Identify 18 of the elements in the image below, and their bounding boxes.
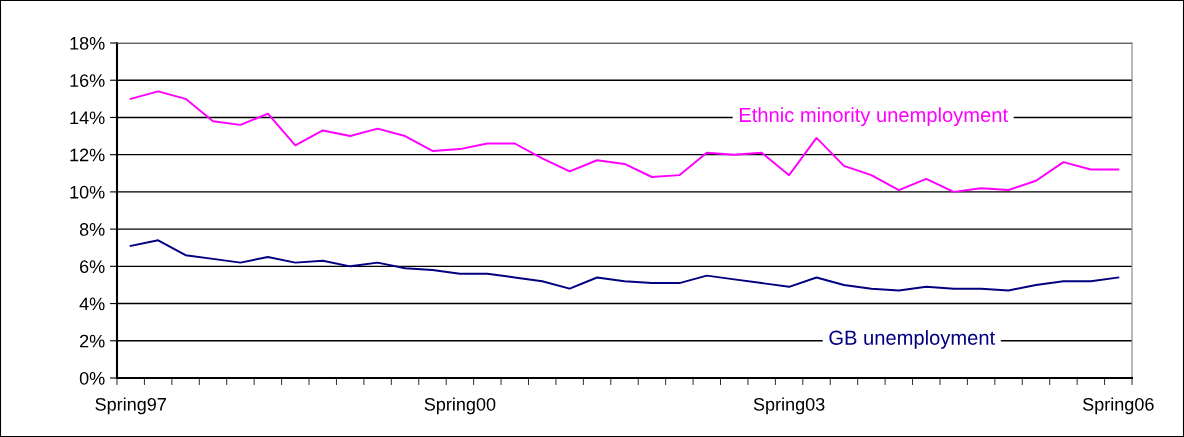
line-series xyxy=(129,90,1120,193)
x-tick-label: Spring97 xyxy=(95,397,166,415)
line-series xyxy=(129,239,1120,292)
series-label: Ethnic minority unemployment xyxy=(739,107,1008,127)
y-tick-label: 16% xyxy=(70,74,105,87)
y-tick-label: 8% xyxy=(79,223,105,236)
y-tick-label: 0% xyxy=(79,371,105,385)
x-tick-label: Spring00 xyxy=(424,397,496,415)
y-tick-label: 18% xyxy=(70,36,105,50)
y-tick-label: 14% xyxy=(70,111,105,125)
text: GB unemployment xyxy=(829,330,995,349)
y-tick-label: 10% xyxy=(70,185,105,199)
x-tick-label: Spring03 xyxy=(753,397,825,415)
y-tick-label: 4% xyxy=(79,297,105,311)
y-tick-label: 2% xyxy=(80,334,105,348)
x-tick-label: Spring06 xyxy=(1082,397,1154,415)
y-tick-label: 12% xyxy=(70,148,105,162)
y-tick-label: 6% xyxy=(80,260,105,274)
